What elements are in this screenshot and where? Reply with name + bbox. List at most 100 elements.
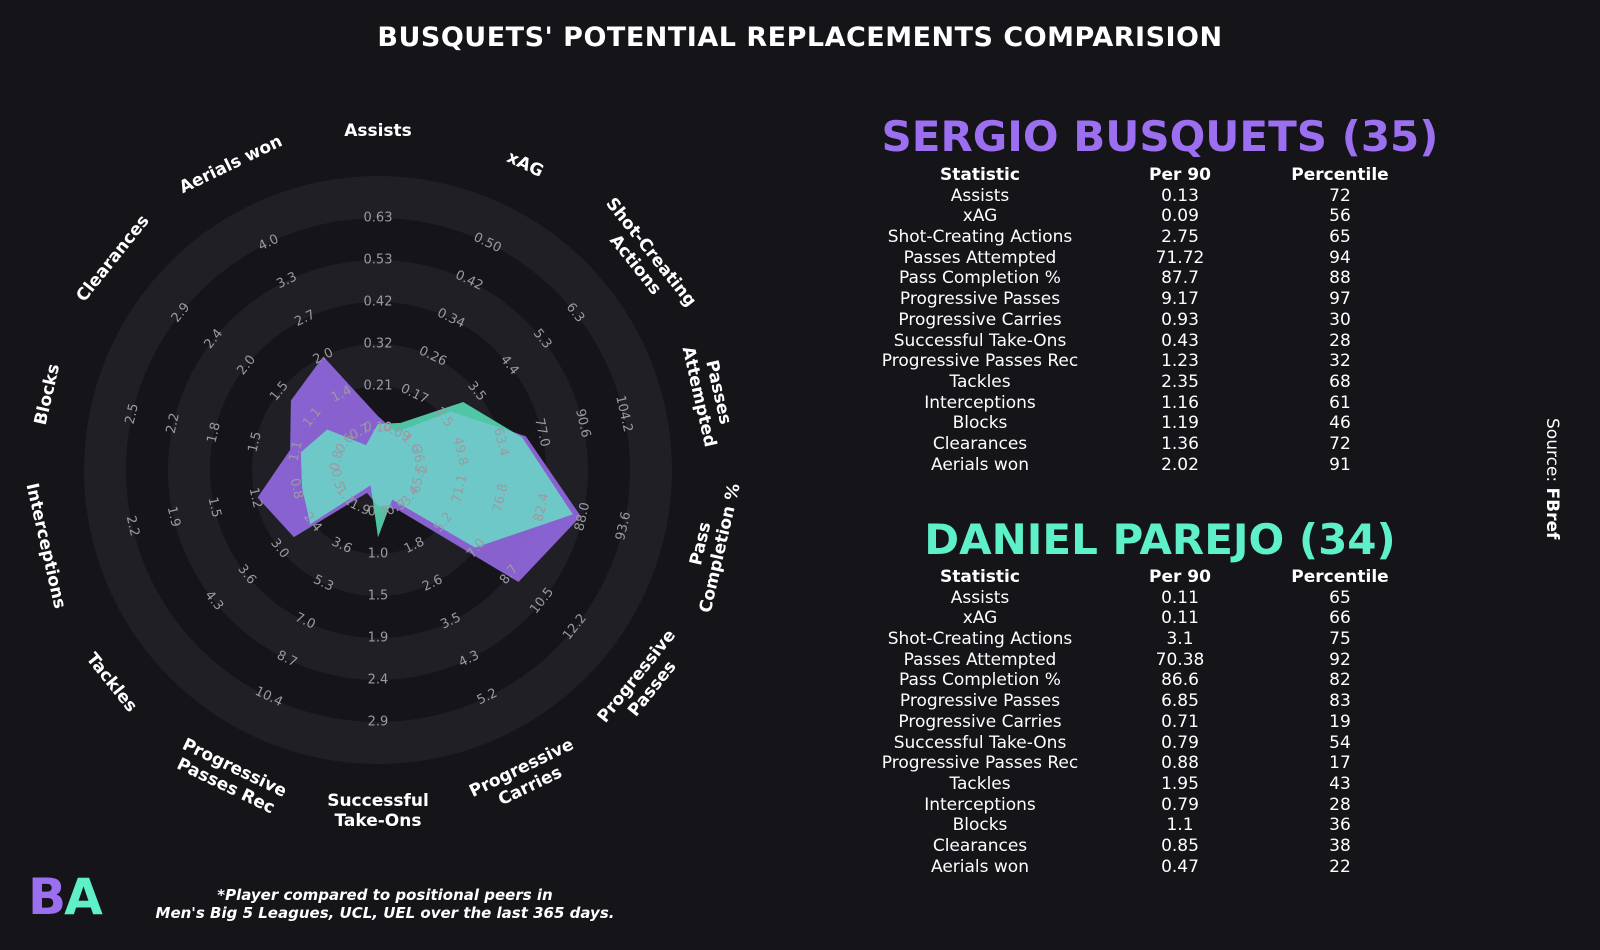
stat-name: Shot-Creating Actions xyxy=(887,629,1073,650)
per90-value: 71.72 xyxy=(1155,247,1205,268)
stat-name: Tackles xyxy=(949,773,1011,794)
per90-value: 0.13 xyxy=(1161,185,1199,206)
per90-value: 0.47 xyxy=(1161,856,1199,877)
radar-tick-label: 0.63 xyxy=(364,211,393,226)
percentile-value: 65 xyxy=(1329,587,1351,608)
table-row: Successful Take-Ons 0.43 28 xyxy=(860,331,1460,352)
player1-name: SERGIO BUSQUETS (35) xyxy=(881,112,1439,161)
stat-name: Passes Attempted xyxy=(903,247,1057,268)
page-title: BUSQUETS' POTENTIAL REPLACEMENTS COMPARI… xyxy=(377,22,1223,53)
percentile-value: 94 xyxy=(1329,247,1351,268)
stat-name: Aerials won xyxy=(931,454,1029,475)
radar-chart: 0.10 0.21 0.32 0.42 0.53 0.63 0.09 0.17 0.26 0.34… xyxy=(21,121,744,831)
radar-tick-label: 2.4 xyxy=(368,673,389,688)
per90-value: 1.1 xyxy=(1166,815,1194,836)
percentile-value: 54 xyxy=(1329,732,1351,753)
table-row: Clearances 1.36 72 xyxy=(860,434,1460,455)
radar-tick-label: 76.8 xyxy=(490,482,511,514)
radar-tick-label: 0.8 xyxy=(327,449,346,473)
per90-value: 0.93 xyxy=(1161,309,1199,330)
percentile-value: 56 xyxy=(1329,206,1351,227)
table-row: Blocks 1.1 36 xyxy=(860,815,1460,836)
table-row: Tackles 2.35 68 xyxy=(860,372,1460,393)
radar-tick-label: 0.21 xyxy=(364,379,393,394)
radar-axis-label: Blocks xyxy=(31,362,64,427)
stat-name: Assists xyxy=(950,587,1010,608)
radar-axis-label-line: xAG xyxy=(504,147,547,182)
radar-svg: 0.100.210.320.420.530.630.090.170.260.34… xyxy=(21,121,744,831)
radar-axis-label: ProgressivePasses Rec xyxy=(170,735,289,820)
per90-value: 1.16 xyxy=(1161,392,1199,413)
table-row: Progressive Passes 6.85 83 xyxy=(860,691,1460,712)
header-per90: Per 90 xyxy=(1149,165,1211,185)
radar-axis-label-line: Tackles xyxy=(82,649,141,716)
radar-axis-label: ProgressiveCarries xyxy=(466,735,585,820)
radar-axis-label-line: Successful xyxy=(327,791,429,811)
header-statistic: Statistic xyxy=(940,165,1020,185)
per90-value: 9.17 xyxy=(1161,289,1199,310)
stat-name: Assists xyxy=(950,185,1010,206)
radar-tick-label: 0.10 xyxy=(364,421,393,436)
stat-name: Successful Take-Ons xyxy=(893,330,1067,351)
per90-value: 0.09 xyxy=(1161,206,1199,227)
radar-tick-label: 82.4 xyxy=(531,492,552,524)
table-row: Clearances 0.85 38 xyxy=(860,836,1460,857)
stat-name: Interceptions xyxy=(924,392,1036,413)
per90-value: 0.85 xyxy=(1161,835,1199,856)
table-row: Passes Attempted 70.38 92 xyxy=(860,650,1460,671)
percentile-value: 97 xyxy=(1329,289,1351,310)
source-name: FBref xyxy=(1542,487,1562,540)
per90-value: 0.11 xyxy=(1161,587,1199,608)
logo-letter-a: A xyxy=(64,868,103,926)
radar-axis-label-line: Blocks xyxy=(31,362,64,427)
player2-name: DANIEL PAREJO (34) xyxy=(924,515,1396,564)
percentile-value: 36 xyxy=(1329,815,1351,836)
source-label: Source: xyxy=(1542,418,1562,488)
radar-tick-label: 93.6 xyxy=(613,510,634,542)
table-row: Progressive Passes 9.17 97 xyxy=(860,289,1460,310)
per90-value: 1.19 xyxy=(1161,413,1199,434)
stat-name: Shot-Creating Actions xyxy=(887,227,1073,248)
table-header-row: Statistic Per 90 Percentile xyxy=(860,165,1460,186)
radar-axis-label: Aerials won xyxy=(176,131,285,197)
percentile-value: 19 xyxy=(1329,711,1351,732)
radar-axis-label: Assists xyxy=(344,121,412,141)
table-row: Aerials won 2.02 91 xyxy=(860,455,1460,476)
radar-tick-label: 0.42 xyxy=(364,295,393,310)
table-row: Shot-Creating Actions 3.1 75 xyxy=(860,629,1460,650)
table-row: Progressive Carries 0.93 30 xyxy=(860,310,1460,331)
table-row: Aerials won 0.47 22 xyxy=(860,857,1460,878)
radar-tick-label: 1.9 xyxy=(368,631,389,646)
percentile-value: 22 xyxy=(1329,856,1351,877)
table-row: Assists 0.13 72 xyxy=(860,186,1460,207)
stat-name: Progressive Passes Rec xyxy=(881,753,1079,774)
radar-tick-label: 63.4 xyxy=(490,426,511,458)
table-header-row: Statistic Per 90 Percentile xyxy=(860,567,1460,588)
stat-name: Progressive Passes xyxy=(899,691,1061,712)
radar-axis-label: Tackles xyxy=(82,649,141,716)
radar-axis-label: Successful Take-Ons xyxy=(327,791,429,831)
stat-name: Pass Completion % xyxy=(899,670,1061,691)
radar-tick-label: 71.1 xyxy=(449,473,470,505)
radar-tick-label: 1.5 xyxy=(368,589,389,604)
stat-name: Progressive Carries xyxy=(898,309,1062,330)
radar-tick-label: 0.5 xyxy=(327,468,346,492)
percentile-value: 30 xyxy=(1329,309,1351,330)
percentile-value: 61 xyxy=(1329,392,1351,413)
per90-value: 0.11 xyxy=(1161,608,1199,629)
percentile-value: 83 xyxy=(1329,691,1351,712)
percentile-value: 66 xyxy=(1329,608,1351,629)
per90-value: 3.1 xyxy=(1166,629,1194,650)
radar-tick-label: 1.9 xyxy=(164,505,183,529)
radar-tick-label: 2.9 xyxy=(368,715,389,730)
header-per90: Per 90 xyxy=(1149,567,1211,587)
radar-tick-label: 0.32 xyxy=(364,337,393,352)
percentile-value: 88 xyxy=(1329,268,1351,289)
percentile-value: 72 xyxy=(1329,185,1351,206)
header-percentile: Percentile xyxy=(1291,567,1389,587)
radar-tick-label: 49.8 xyxy=(449,436,470,468)
stat-name: Aerials won xyxy=(931,856,1029,877)
table-row: Blocks 1.19 46 xyxy=(860,413,1460,434)
percentile-value: 38 xyxy=(1329,835,1351,856)
radar-axis-label-line: Assists xyxy=(344,121,412,141)
